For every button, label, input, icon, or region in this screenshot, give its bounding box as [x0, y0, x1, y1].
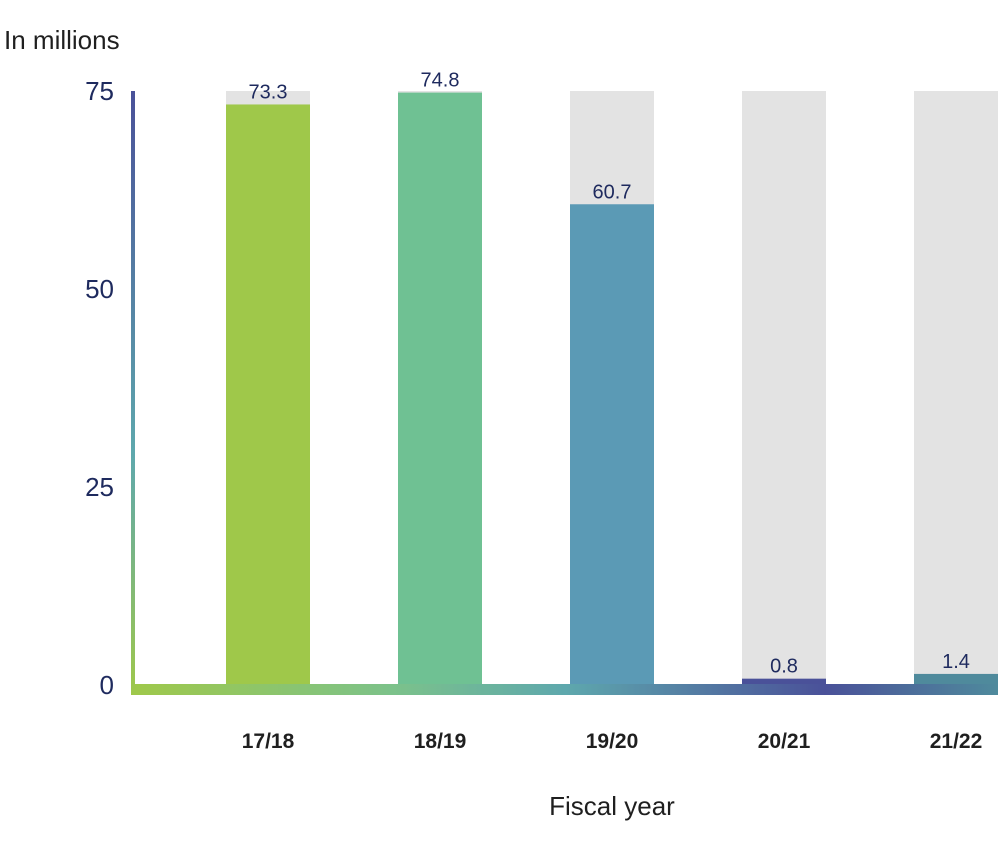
y-tick-label: 75	[85, 76, 114, 106]
bar-21-22	[914, 673, 998, 687]
x-tick-label: 19/20	[586, 730, 639, 753]
x-tick-label: 20/21	[758, 730, 811, 753]
x-axis-line	[132, 684, 998, 695]
data-labels: 73.3 74.8 60.7 0.8 1.4	[249, 70, 970, 678]
bar-19-20	[570, 204, 654, 688]
data-bars	[226, 92, 998, 688]
data-label: 73.3	[249, 81, 288, 103]
x-tick-label: 21/22	[930, 730, 983, 753]
y-tick-label: 0	[100, 670, 114, 700]
data-label: 1.4	[942, 651, 970, 673]
x-axis-label: Fiscal year	[549, 791, 675, 821]
y-axis-line	[131, 91, 135, 695]
bar-20-21	[742, 678, 826, 687]
y-axis-ticks: 0 25 50 75	[85, 76, 114, 700]
data-label: 60.7	[593, 181, 632, 203]
bar-18-19	[398, 92, 482, 688]
background-bar	[914, 91, 998, 685]
x-axis-ticks: 17/18 18/19 19/20 20/21 21/22	[242, 730, 983, 753]
x-tick-label: 17/18	[242, 730, 295, 753]
y-tick-label: 50	[85, 274, 114, 304]
y-axis-label: In millions	[4, 25, 120, 55]
y-tick-label: 25	[85, 472, 114, 502]
data-label: 74.8	[421, 70, 460, 92]
x-tick-label: 18/19	[414, 730, 467, 753]
background-bar	[742, 91, 826, 685]
data-label: 0.8	[770, 656, 798, 678]
bar-17-18	[226, 104, 310, 688]
